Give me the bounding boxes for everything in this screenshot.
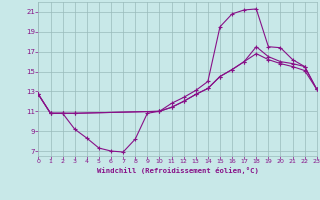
X-axis label: Windchill (Refroidissement éolien,°C): Windchill (Refroidissement éolien,°C): [97, 167, 259, 174]
